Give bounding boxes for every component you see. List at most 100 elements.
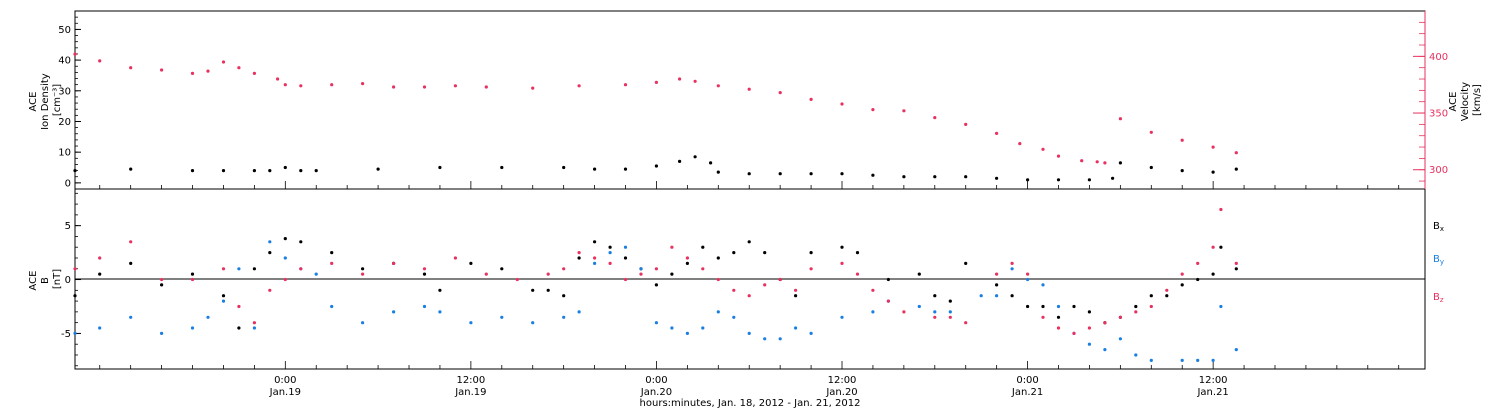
bx-point bbox=[1196, 277, 1200, 282]
density-point bbox=[268, 169, 272, 173]
velocity-point bbox=[1080, 159, 1084, 163]
bx-point bbox=[1180, 283, 1184, 287]
density-point bbox=[995, 176, 999, 180]
velocity-point bbox=[964, 122, 968, 126]
velocity-point bbox=[1118, 117, 1122, 121]
by-point bbox=[237, 267, 241, 271]
bz-point bbox=[685, 256, 690, 260]
velocity-point bbox=[809, 97, 813, 101]
bz-point bbox=[1196, 261, 1200, 265]
time-tick-label: 0:00 bbox=[274, 375, 296, 386]
by-point bbox=[283, 256, 287, 260]
by-point bbox=[1010, 267, 1014, 271]
by-point bbox=[73, 331, 77, 335]
bz-point bbox=[221, 267, 226, 271]
b-tick-label: 5 bbox=[65, 221, 71, 232]
density-point bbox=[654, 164, 659, 168]
velocity-point bbox=[840, 102, 844, 106]
bx-point bbox=[1219, 245, 1223, 249]
density-point bbox=[1149, 165, 1153, 170]
density-point bbox=[1056, 178, 1061, 182]
by-point bbox=[1234, 348, 1238, 352]
bz-point bbox=[995, 272, 999, 276]
bz-point bbox=[701, 267, 705, 271]
density-point bbox=[778, 172, 782, 176]
bx-point bbox=[809, 251, 813, 255]
bz-point bbox=[160, 277, 164, 282]
bz-point bbox=[794, 288, 798, 292]
bx-point bbox=[190, 272, 195, 276]
density-point bbox=[709, 161, 713, 165]
bz-point bbox=[546, 272, 550, 276]
legend-by-sub: y bbox=[1440, 258, 1444, 266]
bx-point bbox=[577, 256, 581, 260]
by-point bbox=[562, 315, 566, 319]
bz-point bbox=[268, 288, 272, 292]
by-point bbox=[469, 321, 473, 325]
velocity-point bbox=[623, 83, 628, 87]
by-point bbox=[1087, 342, 1091, 346]
bx-point bbox=[1072, 304, 1076, 309]
velocity-point bbox=[531, 86, 535, 90]
by-point bbox=[190, 326, 195, 330]
by-point bbox=[608, 251, 612, 255]
density-axis-label-line2: Ion Density bbox=[40, 73, 51, 130]
velocity-point bbox=[1095, 160, 1099, 164]
legend-bx-letter: B bbox=[1433, 221, 1440, 232]
density-point bbox=[871, 173, 875, 177]
velocity-point bbox=[678, 77, 682, 81]
by-point bbox=[995, 294, 999, 298]
date-tick-label: Jan.20 bbox=[640, 387, 672, 398]
bz-point bbox=[840, 261, 844, 265]
velocity-point bbox=[221, 60, 226, 64]
density-point bbox=[1180, 169, 1184, 173]
bx-point bbox=[623, 256, 628, 260]
by-point bbox=[438, 310, 442, 314]
legend-bx-sub: x bbox=[1440, 225, 1444, 233]
bz-point bbox=[299, 267, 303, 271]
by-point bbox=[1026, 277, 1030, 282]
by-point bbox=[1041, 283, 1045, 287]
time-tick-label: 0:00 bbox=[1016, 375, 1038, 386]
bz-point bbox=[1180, 272, 1184, 276]
by-point bbox=[948, 310, 952, 314]
by-point bbox=[314, 272, 318, 276]
velocity-point bbox=[577, 84, 581, 88]
date-tick-label: Jan.19 bbox=[454, 387, 486, 398]
density-point bbox=[1111, 176, 1115, 180]
density-point bbox=[376, 167, 380, 171]
bx-point bbox=[330, 251, 334, 255]
bz-point bbox=[886, 299, 891, 303]
bz-point bbox=[98, 256, 102, 260]
density-point bbox=[693, 155, 697, 159]
bx-point bbox=[98, 272, 102, 276]
by-point bbox=[917, 304, 921, 309]
by-point bbox=[871, 310, 875, 314]
density-axis-label: ACE Ion Density [cm⁻³] bbox=[28, 70, 63, 130]
bx-point bbox=[840, 245, 844, 249]
legend-by: By bbox=[1433, 254, 1444, 266]
velocity-point bbox=[778, 91, 782, 95]
velocity-series bbox=[73, 52, 1238, 165]
velocity-tick-label: 300 bbox=[1429, 165, 1448, 176]
velocity-point bbox=[392, 85, 396, 89]
velocity-point bbox=[902, 109, 906, 113]
density-point bbox=[747, 172, 751, 176]
density-point bbox=[1026, 178, 1030, 182]
bx-point bbox=[160, 283, 164, 287]
bx-point bbox=[747, 240, 751, 244]
bz-point bbox=[747, 294, 751, 298]
by-point bbox=[639, 267, 643, 271]
by-point bbox=[1134, 353, 1138, 357]
bz-point bbox=[330, 261, 334, 265]
bx-point bbox=[361, 267, 365, 271]
velocity-point bbox=[206, 69, 210, 73]
bx-point bbox=[299, 240, 303, 244]
by-point bbox=[160, 331, 164, 335]
velocity-axis-label-line1: ACE bbox=[1448, 92, 1459, 112]
bx-point bbox=[1211, 272, 1215, 276]
bz-point bbox=[1134, 310, 1138, 314]
density-point bbox=[840, 172, 844, 176]
bx-point bbox=[1149, 294, 1153, 298]
